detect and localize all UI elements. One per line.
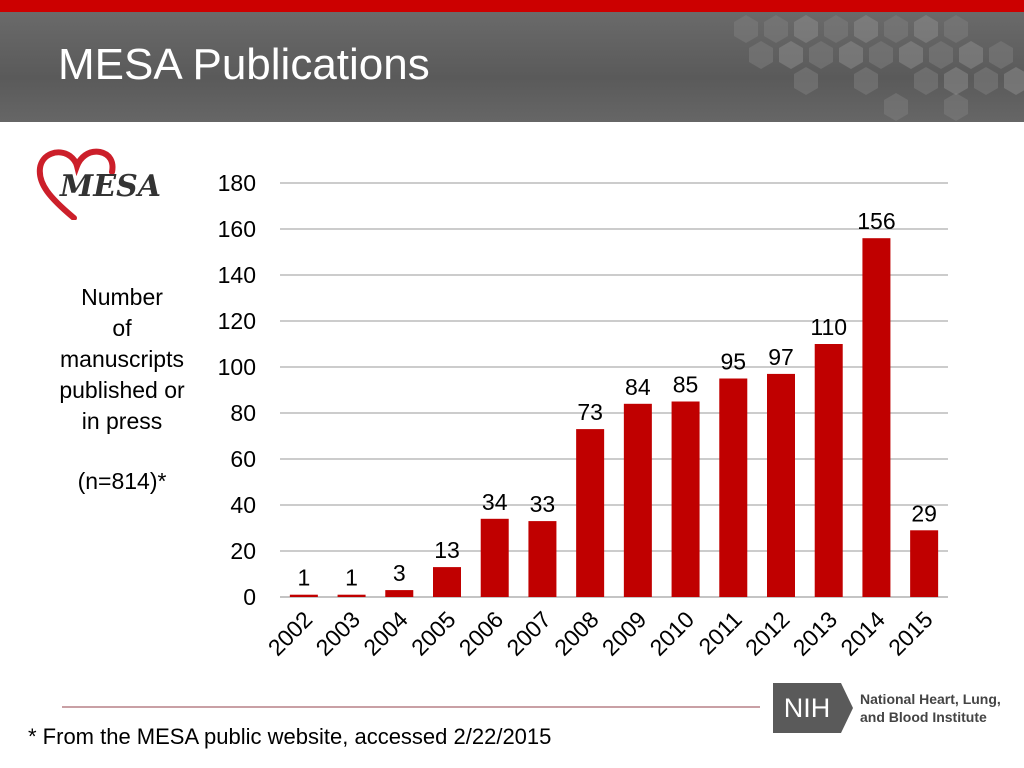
bar-2007 (528, 521, 557, 597)
footnote: * From the MESA public website, accessed… (28, 724, 552, 749)
y-tick-label: 160 (218, 216, 256, 242)
data-label-2005: 13 (434, 537, 460, 563)
publications-bar-chart: 0204060801001201401601801200212003320041… (218, 170, 948, 661)
y-tick-label: 0 (243, 584, 256, 610)
y-tick-label: 80 (230, 400, 256, 426)
nhlbi-name: National Heart, Lung, and Blood Institut… (860, 690, 1001, 726)
x-tick-label: 2009 (597, 606, 652, 661)
bar-2005 (433, 567, 461, 597)
data-label-2014: 156 (857, 208, 895, 234)
hexagon-pattern-decoration (734, 15, 1024, 121)
data-label-2015: 29 (911, 500, 937, 526)
y-axis-description-line: Number (81, 284, 163, 310)
bar-2003 (337, 594, 366, 597)
y-axis-description: Number of manuscripts published or in pr… (38, 282, 206, 437)
data-label-2011: 95 (720, 349, 746, 375)
y-tick-label: 40 (230, 492, 256, 518)
x-tick-label: 2012 (740, 606, 795, 661)
mesa-logo: MESA (36, 148, 161, 220)
bar-2008 (576, 429, 605, 597)
y-tick-label: 20 (230, 538, 256, 564)
y-tick-label: 60 (230, 446, 256, 472)
total-count: (n=814)* (77, 468, 167, 494)
bar-2012 (767, 373, 795, 597)
x-tick-label: 2002 (263, 606, 318, 661)
y-axis-description-line: in press (81, 408, 163, 434)
bar-2006 (480, 518, 509, 597)
y-tick-label: 140 (218, 262, 256, 288)
page-title: MESA Publications (58, 40, 430, 89)
data-label-2010: 85 (673, 372, 699, 398)
bar-2015 (910, 530, 939, 597)
x-tick-label: 2007 (501, 606, 556, 661)
nih-logo-arrow (841, 683, 853, 733)
data-label-2002: 1 (297, 565, 310, 591)
y-tick-label: 100 (218, 354, 256, 380)
x-tick-label: 2011 (693, 606, 746, 659)
data-label-2004: 3 (393, 560, 406, 586)
x-tick-label: 2005 (406, 606, 461, 661)
nih-logo-box: NIH (773, 683, 841, 733)
x-tick-label: 2004 (358, 606, 413, 661)
y-tick-label: 180 (218, 170, 256, 196)
nhlbi-name-line2: and Blood Institute (860, 709, 987, 725)
x-tick-label: 2015 (883, 606, 938, 661)
nhlbi-name-line1: National Heart, Lung, (860, 691, 1001, 707)
x-tick-label: 2003 (311, 606, 366, 661)
bar-2011 (719, 378, 748, 597)
data-label-2007: 33 (530, 491, 556, 517)
svg-text:MESA: MESA (59, 169, 161, 204)
top-accent-strip (0, 0, 1024, 12)
y-axis-description-line: of (112, 315, 132, 341)
y-axis-description-line: manuscripts (60, 346, 184, 372)
y-axis-description-line: published or (59, 377, 185, 403)
data-label-2006: 34 (482, 489, 508, 515)
x-tick-label: 2014 (835, 606, 890, 661)
x-tick-label: 2008 (549, 606, 604, 661)
header-bar: MESA Publications (0, 12, 1024, 122)
bar-2010 (671, 401, 700, 597)
bar-2004 (385, 590, 414, 597)
y-tick-label: 120 (218, 308, 256, 334)
heart-icon (36, 148, 116, 220)
footer-divider (62, 706, 760, 708)
x-tick-label: 2013 (788, 606, 843, 661)
data-label-2008: 73 (577, 399, 603, 425)
x-tick-label: 2010 (645, 606, 700, 661)
bar-2009 (623, 403, 652, 597)
bar-2002 (289, 594, 318, 597)
data-label-2013: 110 (810, 314, 847, 340)
bar-2013 (814, 344, 843, 597)
data-label-2012: 97 (768, 344, 794, 370)
data-label-2003: 1 (345, 565, 358, 591)
x-tick-label: 2006 (454, 606, 509, 661)
bar-2014 (862, 238, 891, 597)
data-label-2009: 84 (625, 374, 651, 400)
